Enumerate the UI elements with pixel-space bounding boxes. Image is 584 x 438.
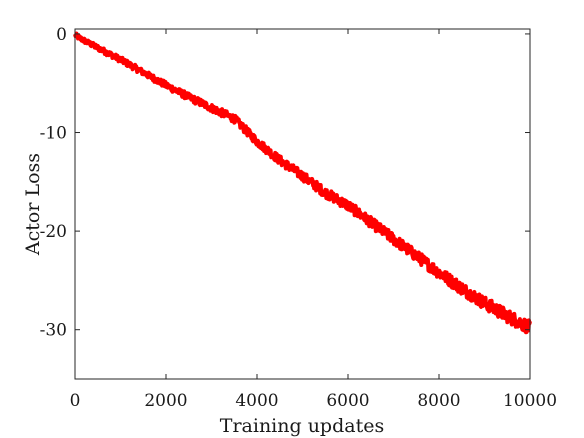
plot-background (75, 29, 530, 379)
y-tick-label: -10 (40, 124, 67, 144)
x-tick-label: 0 (70, 391, 81, 411)
y-tick-label: 0 (56, 25, 67, 45)
x-tick-label: 4000 (235, 391, 278, 411)
x-tick-label: 8000 (417, 391, 460, 411)
plot-frame (74, 28, 531, 380)
x-tick-label: 2000 (144, 391, 187, 411)
x-axis-label: Training updates (220, 415, 384, 437)
series-line (73, 31, 532, 335)
ticks-layer: 0 2000 4000 6000 8000 10000 0 -10 -20 -30 (40, 25, 557, 411)
y-tick-label: -20 (40, 222, 67, 242)
y-tick-label: -30 (40, 321, 67, 341)
series-layer (73, 31, 532, 335)
x-tick-label: 10000 (503, 391, 557, 411)
y-axis-label: Actor Loss (22, 153, 44, 256)
x-tick-label: 6000 (326, 391, 369, 411)
